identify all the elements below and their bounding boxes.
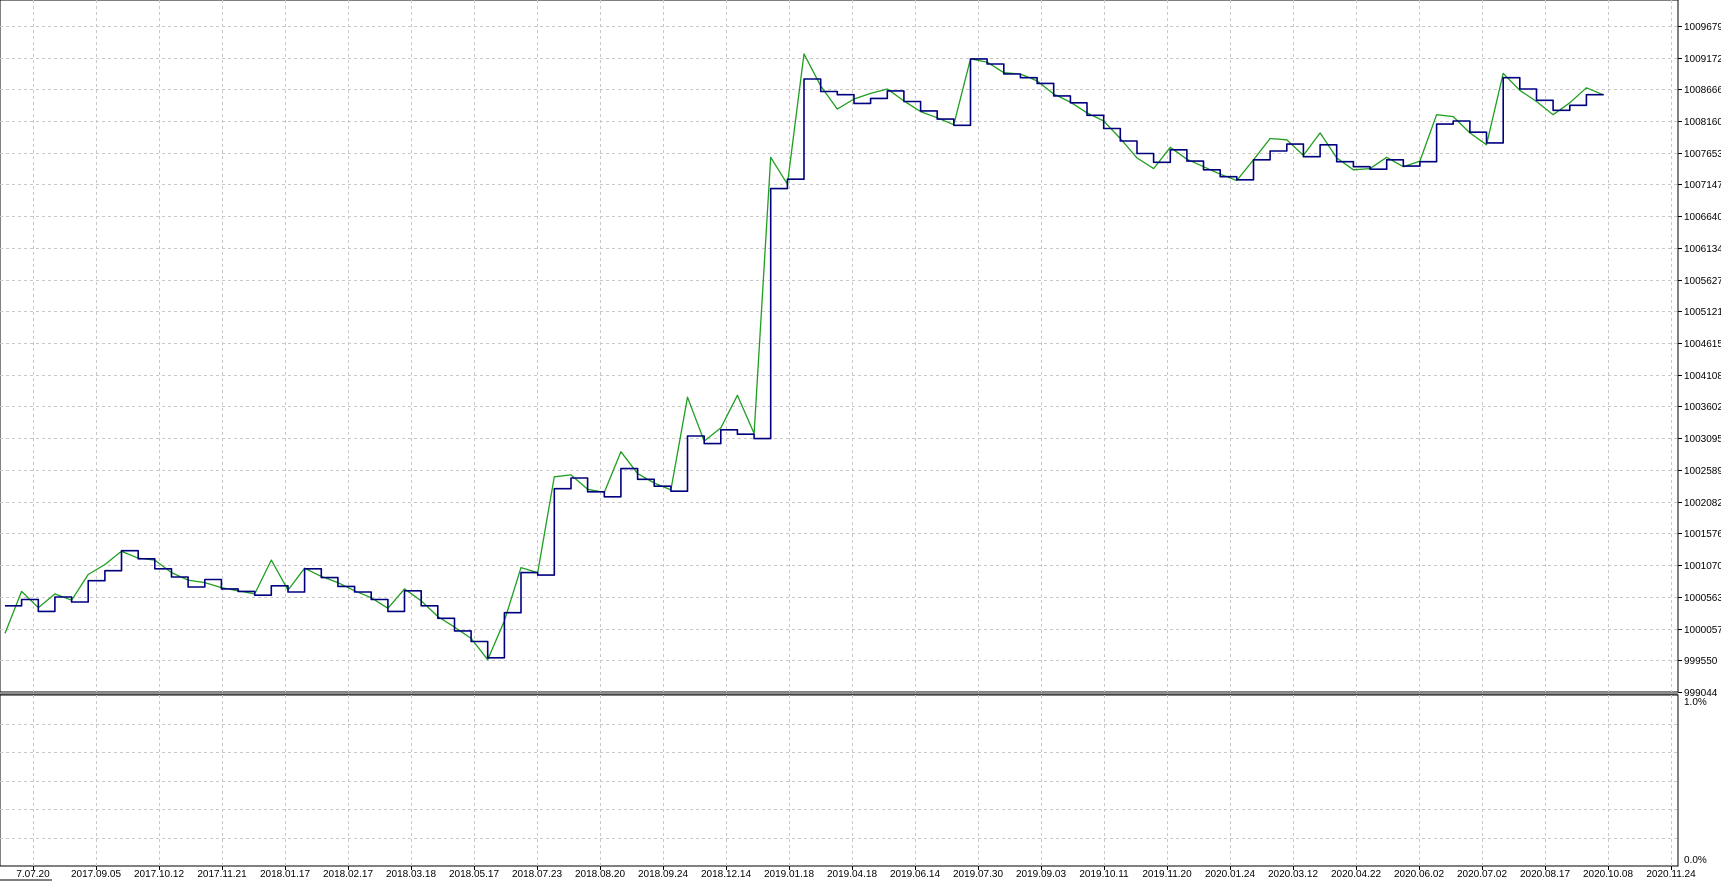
x-tick-label: 2017.10.12 — [134, 869, 184, 880]
y-tick-label: 1007147 — [1684, 180, 1721, 191]
x-tick-label: 2018.12.14 — [701, 869, 751, 880]
y-tick-label: 1003095 — [1684, 434, 1721, 445]
x-tick-label: 2018.03.18 — [386, 869, 436, 880]
panel-separator[interactable] — [0, 692, 1678, 695]
x-tick-label: 2019.11.20 — [1142, 869, 1192, 880]
x-tick-label: 2018.01.17 — [260, 869, 310, 880]
x-tick-label: 2020.01.24 — [1205, 869, 1255, 880]
y-tick-label: 1002082 — [1684, 498, 1721, 509]
x-tick-label: 2020.06.02 — [1394, 869, 1444, 880]
y-tick-label: 1002589 — [1684, 466, 1721, 477]
main-grid — [0, 0, 1678, 692]
y-tick-label: 999044 — [1684, 688, 1718, 699]
load-y-tick-label: 1.0% — [1684, 697, 1707, 708]
y-tick-label: 1003602 — [1684, 402, 1721, 413]
x-tick-label: 2020.03.12 — [1268, 869, 1318, 880]
x-tick-label: 2018.09.24 — [638, 869, 688, 880]
load-grid — [0, 695, 1678, 866]
y-tick-label: 1008160 — [1684, 117, 1721, 128]
main-series-group — [4, 53, 1604, 661]
y-tick-label: 1000563 — [1684, 593, 1721, 604]
y-tick-label: 1004615 — [1684, 339, 1721, 350]
y-tick-label: 1005121 — [1684, 307, 1721, 318]
x-tick-label: 2020.08.17 — [1520, 869, 1570, 880]
x-tick-label: 2019.06.14 — [890, 869, 940, 880]
y-tick-label: 1004108 — [1684, 371, 1721, 382]
main-y-axis: 999044 999550 1000057 1000563 1001070 1001576… — [1678, 22, 1721, 699]
y-tick-label: 1001576 — [1684, 529, 1721, 540]
x-tick-label: 2020.11.24 — [1646, 869, 1696, 880]
x-tick-label: 2020.07.02 — [1457, 869, 1507, 880]
load-y-axis: 1.0% 0.0% — [1684, 697, 1707, 866]
main-plot-frame — [0, 0, 1679, 693]
x-tick-label: 2019.07.30 — [953, 869, 1003, 880]
x-tick-label: 2019.09.03 — [1016, 869, 1066, 880]
y-tick-label: 1005627 — [1684, 276, 1721, 287]
x-tick-label: 2019.01.18 — [764, 869, 814, 880]
x-tick-label: 2017.11.21 — [197, 869, 247, 880]
x-axis: 7.07.20 2017.09.05 2017.10.12 2017.11.21 201… — [16, 866, 1696, 880]
y-tick-label: 1009679 — [1684, 22, 1721, 33]
y-tick-label: 1006640 — [1684, 212, 1721, 223]
x-tick-label: 2018.07.23 — [512, 869, 562, 880]
y-tick-label: 999550 — [1684, 656, 1718, 667]
y-tick-label: 1007653 — [1684, 149, 1721, 160]
x-tick-label: 2019.10.11 — [1079, 869, 1129, 880]
y-tick-label: 1006134 — [1684, 244, 1721, 255]
balance-line — [5, 58, 1604, 659]
x-tick-label: 7.07.20 — [16, 869, 50, 880]
x-tick-label: 2020.04.22 — [1331, 869, 1381, 880]
load-panel-frame — [0, 694, 1679, 867]
load-y-tick-label: 0.0% — [1684, 855, 1707, 866]
x-tick-label: 2017.09.05 — [71, 869, 121, 880]
x-tick-label: 2018.02.17 — [323, 869, 373, 880]
y-tick-label: 1009172 — [1684, 54, 1721, 65]
y-tick-label: 1000057 — [1684, 625, 1721, 636]
x-tick-label: 2019.04.18 — [827, 869, 877, 880]
x-tick-label: 2018.05.17 — [449, 869, 499, 880]
x-tick-label: 2020.10.08 — [1583, 869, 1633, 880]
y-tick-label: 1008666 — [1684, 85, 1721, 96]
y-tick-label: 1001070 — [1684, 561, 1721, 572]
x-tick-label: 2018.08.20 — [575, 869, 625, 880]
